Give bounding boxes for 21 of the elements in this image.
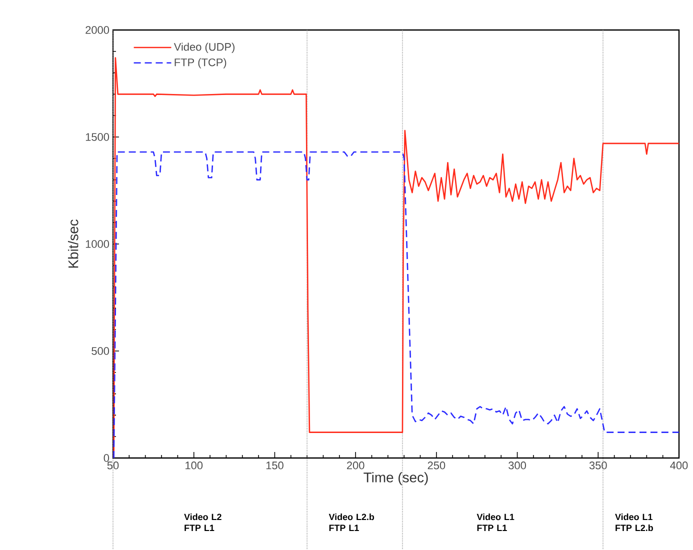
legend-label: FTP (TCP) <box>174 58 226 68</box>
y-tick-label: 1000 <box>86 240 110 248</box>
y-tick-label: 0 <box>104 454 110 462</box>
text: Video L2 FTP L1 <box>184 514 222 531</box>
x-tick-label: 200 <box>346 462 364 470</box>
x-tick-label: 300 <box>508 462 526 470</box>
x-tick-label: 50 <box>107 462 119 470</box>
text: Video L1 FTP L1 <box>476 514 514 531</box>
x-axis-title: Time (sec) <box>364 472 428 486</box>
x-tick-label: 400 <box>670 462 688 470</box>
y-tick-label: 2000 <box>86 26 110 34</box>
text: Video L1 FTP L2.b <box>615 514 653 532</box>
legend-label: Video (UDP) <box>174 42 234 53</box>
y-tick-label: 500 <box>92 347 110 355</box>
text: Video L2.b FTP L1 <box>328 514 374 531</box>
y-tick-label: 1500 <box>86 133 110 141</box>
x-tick-label: 100 <box>186 462 203 470</box>
x-tick-label: 250 <box>428 462 446 470</box>
x-tick-label: 350 <box>589 462 607 470</box>
x-tick-label: 150 <box>266 462 284 470</box>
y-axis-title: Kbit/sec <box>68 220 78 268</box>
